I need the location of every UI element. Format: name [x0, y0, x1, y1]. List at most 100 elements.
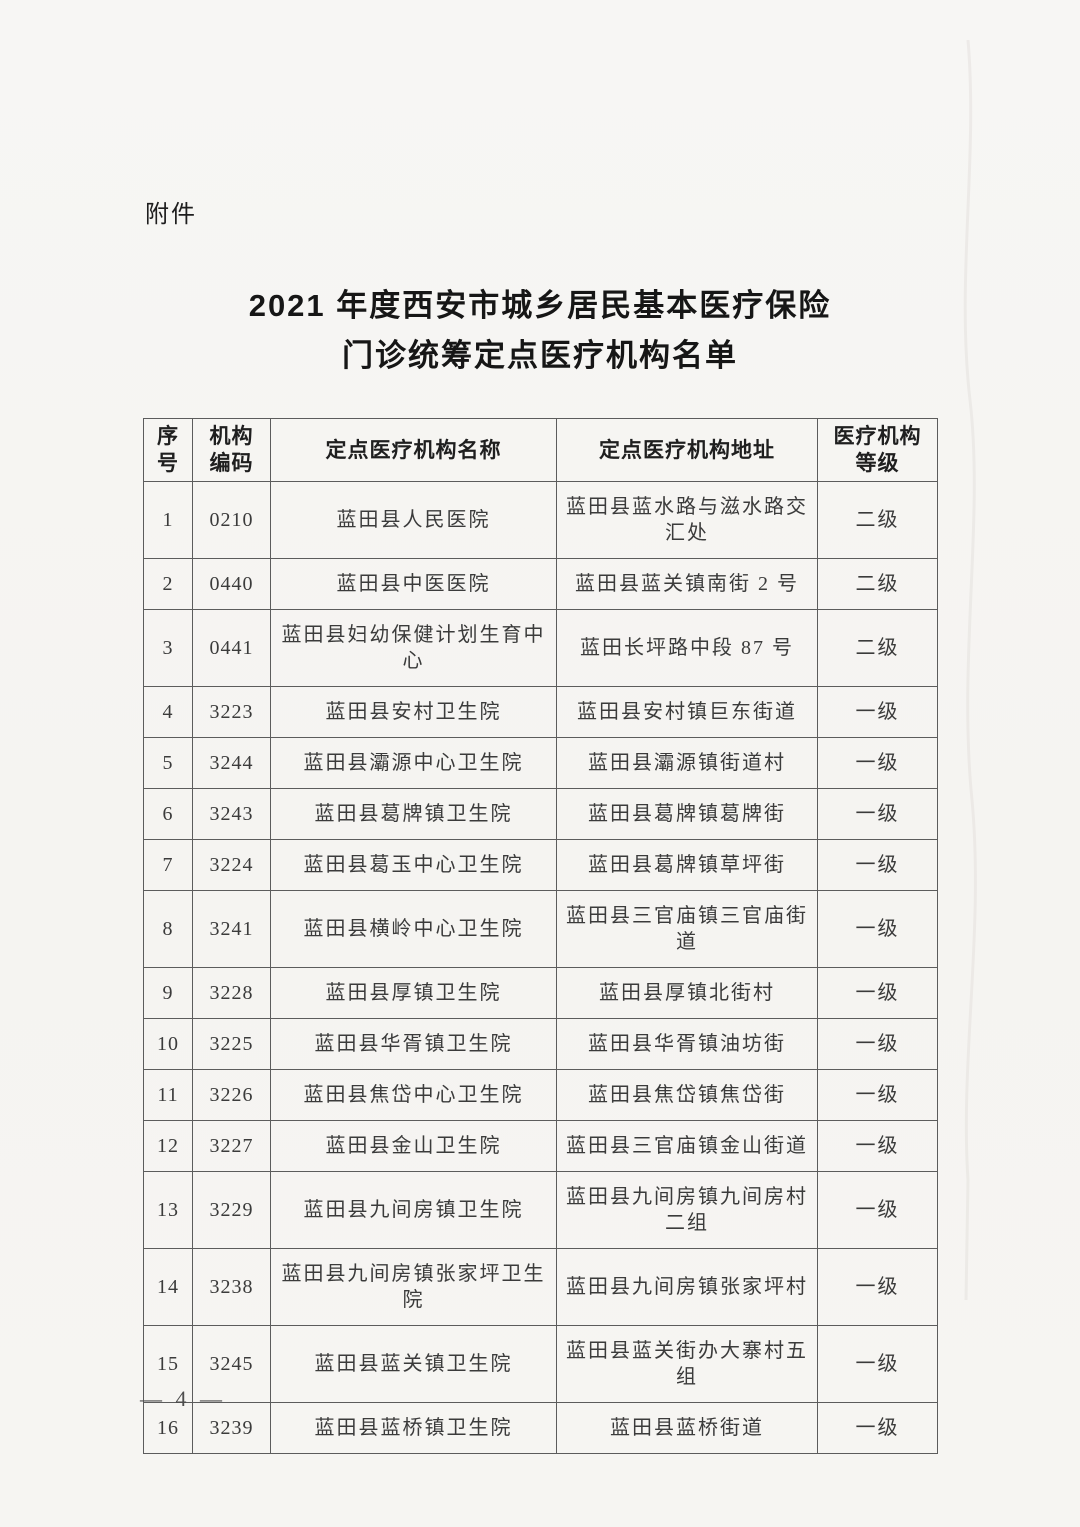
cell-name: 蓝田县蓝桥镇卫生院	[270, 1402, 557, 1454]
cell-code: 3224	[192, 839, 271, 891]
cell-level: 一级	[817, 788, 938, 840]
cell-level: 一级	[817, 1171, 938, 1249]
table-row: 16 3239 蓝田县蓝桥镇卫生院 蓝田县蓝桥街道 一级	[143, 1402, 938, 1454]
cell-code: 3245	[192, 1325, 271, 1403]
cell-level: 一级	[817, 1248, 938, 1326]
cell-address: 蓝田县九间房镇九间房村二组	[556, 1171, 818, 1249]
table-row: 9 3228 蓝田县厚镇卫生院 蓝田县厚镇北街村 一级	[143, 967, 938, 1019]
cell-code: 3227	[192, 1120, 271, 1172]
cell-code: 0441	[192, 609, 271, 687]
table-row: 1 0210 蓝田县人民医院 蓝田县蓝水路与滋水路交汇处 二级	[143, 481, 938, 559]
cell-code: 3225	[192, 1018, 271, 1070]
cell-address: 蓝田县焦岱镇焦岱街	[556, 1069, 818, 1121]
cell-address: 蓝田长坪路中段 87 号	[556, 609, 818, 687]
cell-address: 蓝田县葛牌镇葛牌街	[556, 788, 818, 840]
cell-seq: 3	[143, 609, 193, 687]
cell-code: 3228	[192, 967, 271, 1019]
cell-code: 3229	[192, 1171, 271, 1249]
cell-code: 0210	[192, 481, 271, 559]
document-title: 2021 年度西安市城乡居民基本医疗保险 门诊统筹定点医疗机构名单	[0, 281, 1080, 381]
cell-code: 0440	[192, 558, 271, 610]
cell-name: 蓝田县安村卫生院	[270, 686, 557, 738]
cell-address: 蓝田县蓝桥街道	[556, 1402, 818, 1454]
cell-address: 蓝田县蓝水路与滋水路交汇处	[556, 481, 818, 559]
cell-level: 一级	[817, 967, 938, 1019]
cell-code: 3223	[192, 686, 271, 738]
cell-address: 蓝田县九间房镇张家坪村	[556, 1248, 818, 1326]
cell-seq: 15	[143, 1325, 193, 1403]
table-row: 6 3243 蓝田县葛牌镇卫生院 蓝田县葛牌镇葛牌街 一级	[143, 788, 938, 840]
cell-name: 蓝田县灞源中心卫生院	[270, 737, 557, 789]
cell-address: 蓝田县灞源镇街道村	[556, 737, 818, 789]
cell-level: 二级	[817, 558, 938, 610]
cell-address: 蓝田县三官庙镇三官庙街道	[556, 890, 818, 968]
scan-streak-artifact	[963, 40, 977, 1300]
table-header-row: 序 号 机构 编码 定点医疗机构名称 定点医疗机构地址 医疗机构 等级	[143, 418, 938, 482]
cell-level: 一级	[817, 1069, 938, 1121]
table-row: 11 3226 蓝田县焦岱中心卫生院 蓝田县焦岱镇焦岱街 一级	[143, 1069, 938, 1121]
cell-level: 一级	[817, 686, 938, 738]
cell-address: 蓝田县安村镇巨东街道	[556, 686, 818, 738]
table-row: 8 3241 蓝田县横岭中心卫生院 蓝田县三官庙镇三官庙街道 一级	[143, 890, 938, 968]
table-row: 2 0440 蓝田县中医医院 蓝田县蓝关镇南街 2 号二级	[143, 558, 938, 610]
cell-seq: 5	[143, 737, 193, 789]
cell-address: 蓝田县葛牌镇草坪街	[556, 839, 818, 891]
cell-seq: 10	[143, 1018, 193, 1070]
cell-name: 蓝田县金山卫生院	[270, 1120, 557, 1172]
cell-name: 蓝田县妇幼保健计划生育中心	[270, 609, 557, 687]
cell-level: 一级	[817, 839, 938, 891]
cell-level: 一级	[817, 737, 938, 789]
table-row: 12 3227 蓝田县金山卫生院 蓝田县三官庙镇金山街道 一级	[143, 1120, 938, 1172]
cell-name: 蓝田县厚镇卫生院	[270, 967, 557, 1019]
cell-seq: 2	[143, 558, 193, 610]
cell-name: 蓝田县中医医院	[270, 558, 557, 610]
cell-level: 一级	[817, 1018, 938, 1070]
header-level: 医疗机构 等级	[817, 418, 938, 482]
header-code: 机构 编码	[192, 418, 271, 482]
cell-level: 二级	[817, 481, 938, 559]
attachment-label: 附件	[145, 201, 197, 228]
cell-address: 蓝田县厚镇北街村	[556, 967, 818, 1019]
cell-level: 一级	[817, 1325, 938, 1403]
header-address: 定点医疗机构地址	[556, 418, 818, 482]
cell-code: 3241	[192, 890, 271, 968]
cell-address: 蓝田县三官庙镇金山街道	[556, 1120, 818, 1172]
table-row: 15 3245 蓝田县蓝关镇卫生院 蓝田县蓝关街办大寨村五组 一级	[143, 1325, 938, 1403]
cell-seq: 11	[143, 1069, 193, 1121]
cell-address: 蓝田县蓝关镇南街 2 号	[556, 558, 818, 610]
cell-name: 蓝田县华胥镇卫生院	[270, 1018, 557, 1070]
cell-seq: 14	[143, 1248, 193, 1326]
table-row: 13 3229 蓝田县九间房镇卫生院 蓝田县九间房镇九间房村二组 一级	[143, 1171, 938, 1249]
cell-name: 蓝田县横岭中心卫生院	[270, 890, 557, 968]
header-seq: 序 号	[143, 418, 193, 482]
header-name: 定点医疗机构名称	[270, 418, 557, 482]
cell-seq: 13	[143, 1171, 193, 1249]
institutions-table: 序 号 机构 编码 定点医疗机构名称 定点医疗机构地址 医疗机构 等级 1 021…	[143, 418, 938, 1454]
cell-seq: 6	[143, 788, 193, 840]
cell-level: 一级	[817, 1402, 938, 1454]
cell-code: 3226	[192, 1069, 271, 1121]
cell-name: 蓝田县葛牌镇卫生院	[270, 788, 557, 840]
table-row: 5 3244 蓝田县灞源中心卫生院 蓝田县灞源镇街道村 一级	[143, 737, 938, 789]
cell-name: 蓝田县葛玉中心卫生院	[270, 839, 557, 891]
table-row: 3 0441 蓝田县妇幼保健计划生育中心 蓝田长坪路中段 87 号二级	[143, 609, 938, 687]
page-number: — 4 —	[140, 1386, 226, 1411]
cell-level: 二级	[817, 609, 938, 687]
cell-seq: 8	[143, 890, 193, 968]
title-line-2: 门诊统筹定点医疗机构名单	[342, 338, 738, 373]
table-row: 4 3223 蓝田县安村卫生院 蓝田县安村镇巨东街道 一级	[143, 686, 938, 738]
title-line-1: 2021 年度西安市城乡居民基本医疗保险	[248, 288, 832, 323]
cell-code: 3243	[192, 788, 271, 840]
cell-code: 3238	[192, 1248, 271, 1326]
cell-level: 一级	[817, 1120, 938, 1172]
cell-code: 3244	[192, 737, 271, 789]
cell-name: 蓝田县九间房镇张家坪卫生院	[270, 1248, 557, 1326]
cell-seq: 12	[143, 1120, 193, 1172]
cell-name: 蓝田县九间房镇卫生院	[270, 1171, 557, 1249]
cell-seq: 9	[143, 967, 193, 1019]
cell-seq: 7	[143, 839, 193, 891]
table-row: 7 3224 蓝田县葛玉中心卫生院 蓝田县葛牌镇草坪街 一级	[143, 839, 938, 891]
cell-seq: 1	[143, 481, 193, 559]
cell-address: 蓝田县蓝关街办大寨村五组	[556, 1325, 818, 1403]
